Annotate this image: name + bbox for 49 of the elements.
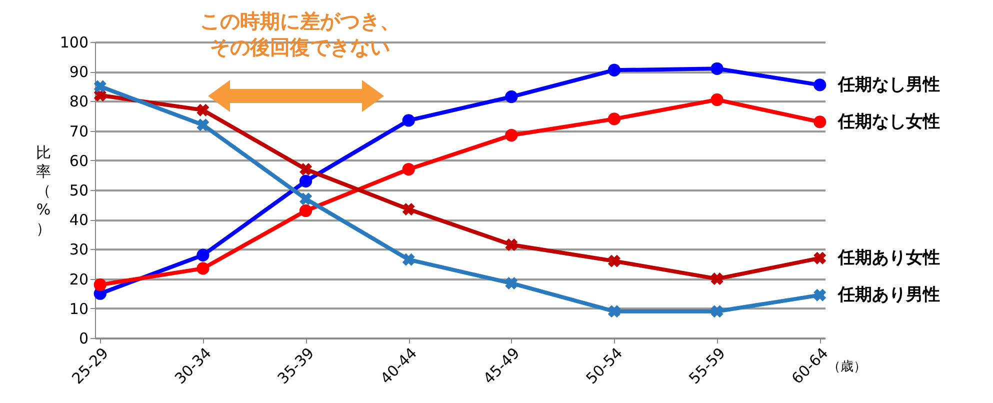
point [710,272,724,286]
point [402,202,415,216]
point [196,248,210,262]
series-label: 任期あり男性 [836,285,940,306]
point [505,276,518,290]
point [300,192,312,206]
series-label: 任期あり女性 [836,248,940,268]
point [814,252,826,264]
point [300,163,312,176]
point [402,253,415,266]
annotation: その後回復できない [210,35,390,59]
point [299,204,312,218]
y-tick-label: 80 [69,92,88,111]
point [814,288,826,302]
y-axis-title: 比率（%） [36,144,51,238]
point [196,262,210,275]
point [608,64,621,76]
point [299,174,312,188]
point [505,90,518,104]
point [505,238,518,252]
point [710,305,724,318]
point [505,128,518,142]
y-tick-label: 0 [78,330,88,348]
point [814,78,826,92]
y-tick-label: 90 [69,63,88,82]
point [608,254,620,268]
x-axis-title: （歳） [828,360,866,374]
y-tick-label: 60 [69,152,88,170]
point [196,118,210,132]
point [402,162,415,176]
y-tick-label: 10 [69,300,88,318]
point [94,278,106,292]
y-tick-label: 40 [69,211,88,230]
point [608,305,620,318]
point [710,93,724,106]
y-tick-label: 20 [69,270,88,288]
point [814,116,826,128]
y-tick-label: 100 [60,34,88,52]
point [608,112,621,126]
y-tick-label: 30 [69,240,88,259]
point [710,62,724,75]
y-tick-label: 50 [69,182,88,200]
series-label: 任期なし女性 [836,112,940,132]
y-tick-label: 70 [69,122,88,140]
series-label: 任期なし男性 [836,74,940,95]
point [196,104,210,116]
point [402,114,415,127]
point [94,80,106,93]
text: この時期に差がつき、 [200,9,400,33]
